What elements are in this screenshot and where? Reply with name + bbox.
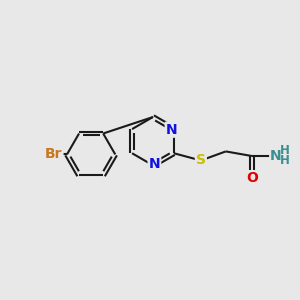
- Text: S: S: [196, 154, 206, 167]
- Text: N: N: [270, 149, 282, 163]
- Text: O: O: [246, 171, 258, 185]
- Text: H: H: [280, 154, 290, 167]
- Text: Br: Br: [45, 147, 62, 161]
- Text: H: H: [280, 144, 290, 157]
- Text: N: N: [148, 158, 160, 171]
- Text: N: N: [166, 123, 177, 137]
